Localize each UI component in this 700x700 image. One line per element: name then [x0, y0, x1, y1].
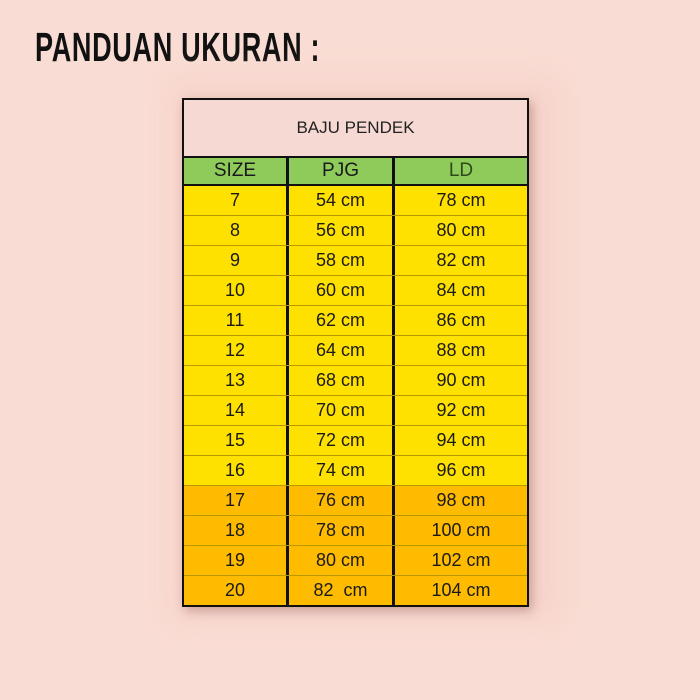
size-cell: 12	[184, 336, 289, 365]
size-cell: 16	[184, 456, 289, 485]
size-cell: 17	[184, 486, 289, 515]
ld-cell: 92 cm	[395, 396, 527, 425]
size-cell: 7	[184, 186, 289, 215]
ld-cell: 96 cm	[395, 456, 527, 485]
table-row: 8 56 cm 80 cm	[184, 216, 527, 246]
ld-cell: 84 cm	[395, 276, 527, 305]
ld-cell: 86 cm	[395, 306, 527, 335]
table-row: 18 78 cm 100 cm	[184, 516, 527, 546]
table-row: 9 58 cm 82 cm	[184, 246, 527, 276]
column-header-size: SIZE	[184, 158, 289, 184]
pjg-cell: 54 cm	[289, 186, 395, 215]
table-row: 10 60 cm 84 cm	[184, 276, 527, 306]
ld-cell: 104 cm	[395, 576, 527, 605]
ld-cell: 78 cm	[395, 186, 527, 215]
pjg-cell: 58 cm	[289, 246, 395, 275]
pjg-cell: 70 cm	[289, 396, 395, 425]
pjg-cell: 80 cm	[289, 546, 395, 575]
column-header-ld: LD	[395, 158, 527, 184]
ld-cell: 80 cm	[395, 216, 527, 245]
pjg-cell: 62 cm	[289, 306, 395, 335]
ld-cell: 102 cm	[395, 546, 527, 575]
table-row: 19 80 cm 102 cm	[184, 546, 527, 576]
ld-cell: 100 cm	[395, 516, 527, 545]
pjg-cell: 78 cm	[289, 516, 395, 545]
table-row: 16 74 cm 96 cm	[184, 456, 527, 486]
pjg-cell: 56 cm	[289, 216, 395, 245]
pjg-cell: 72 cm	[289, 426, 395, 455]
pjg-cell: 74 cm	[289, 456, 395, 485]
ld-cell: 98 cm	[395, 486, 527, 515]
pjg-cell: 76 cm	[289, 486, 395, 515]
table-row: 17 76 cm 98 cm	[184, 486, 527, 516]
ld-cell: 88 cm	[395, 336, 527, 365]
size-cell: 9	[184, 246, 289, 275]
pjg-cell: 60 cm	[289, 276, 395, 305]
size-chart-table: BAJU PENDEK SIZE PJG LD 7 54 cm 78 cm 8 56 c…	[182, 98, 529, 607]
size-cell: 13	[184, 366, 289, 395]
size-cell: 19	[184, 546, 289, 575]
size-cell: 11	[184, 306, 289, 335]
size-cell: 18	[184, 516, 289, 545]
ld-cell: 90 cm	[395, 366, 527, 395]
table-header-row: SIZE PJG LD	[184, 158, 527, 186]
size-cell: 8	[184, 216, 289, 245]
table-row: 20 82 cm 104 cm	[184, 576, 527, 605]
page-title: PANDUAN UKURAN :	[35, 24, 321, 70]
pjg-cell: 64 cm	[289, 336, 395, 365]
size-cell: 20	[184, 576, 289, 605]
table-row: 7 54 cm 78 cm	[184, 186, 527, 216]
pjg-cell: 82 cm	[289, 576, 395, 605]
size-cell: 10	[184, 276, 289, 305]
ld-cell: 82 cm	[395, 246, 527, 275]
pjg-cell: 68 cm	[289, 366, 395, 395]
table-row: 11 62 cm 86 cm	[184, 306, 527, 336]
table-row: 13 68 cm 90 cm	[184, 366, 527, 396]
ld-cell: 94 cm	[395, 426, 527, 455]
table-caption: BAJU PENDEK	[184, 100, 527, 158]
table-row: 15 72 cm 94 cm	[184, 426, 527, 456]
size-cell: 14	[184, 396, 289, 425]
column-header-pjg: PJG	[289, 158, 395, 184]
table-row: 12 64 cm 88 cm	[184, 336, 527, 366]
table-row: 14 70 cm 92 cm	[184, 396, 527, 426]
size-cell: 15	[184, 426, 289, 455]
table-body: 7 54 cm 78 cm 8 56 cm 80 cm 9 58 cm 82 cm 10 60 cm…	[184, 186, 527, 605]
